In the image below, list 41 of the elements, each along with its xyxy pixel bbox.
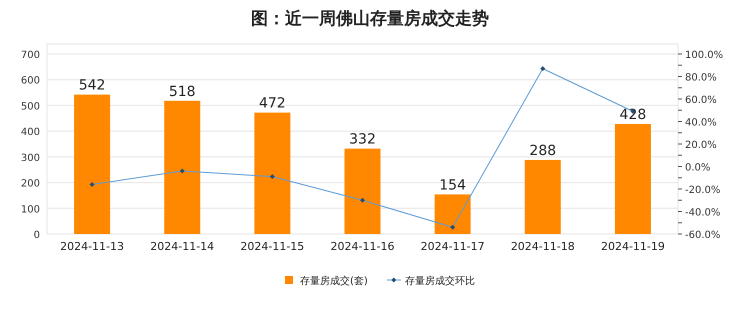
data-label: 428 bbox=[620, 106, 646, 123]
bar bbox=[434, 194, 471, 234]
y-tick-label: 700 bbox=[20, 50, 40, 61]
bar bbox=[614, 124, 651, 234]
y-tick-label: 600 bbox=[20, 76, 40, 87]
bar bbox=[164, 100, 200, 234]
y2-tick-label: 60.0% bbox=[685, 95, 717, 106]
legend-label: 存量房成交(套) bbox=[300, 275, 368, 287]
y-tick-label: 300 bbox=[20, 152, 40, 164]
y2-tick-label: 40.0% bbox=[685, 118, 717, 128]
data-label: 332 bbox=[349, 132, 376, 148]
y2-tick-label: 0.0% bbox=[685, 162, 710, 174]
y-tick-label: 100 bbox=[20, 204, 40, 216]
data-label: 518 bbox=[168, 84, 196, 100]
x-tick-label: 2024-11-17 bbox=[420, 240, 485, 253]
y-tick-label: 400 bbox=[20, 127, 40, 138]
bar bbox=[74, 94, 110, 234]
data-label: 288 bbox=[529, 142, 556, 159]
y2-tick-label: 100.0% bbox=[685, 50, 724, 61]
bar bbox=[254, 112, 290, 234]
bar bbox=[344, 148, 380, 234]
y-tick-label: 200 bbox=[20, 178, 40, 190]
y2-tick-label: -60.0% bbox=[685, 230, 720, 241]
x-tick-label: 2024-11-18 bbox=[510, 240, 575, 253]
chart-title: 图：近一周佛山存量房成交走势 bbox=[251, 9, 489, 29]
x-tick-label: 2024-11-19 bbox=[600, 240, 665, 253]
x-tick-label: 2024-11-14 bbox=[150, 240, 214, 253]
x-tick-label: 2024-11-13 bbox=[60, 240, 124, 253]
y2-tick-label: -40.0% bbox=[685, 208, 720, 218]
x-tick-label: 2024-11-15 bbox=[240, 240, 304, 253]
y2-tick-label: -20.0% bbox=[685, 185, 720, 196]
bar bbox=[524, 160, 561, 234]
data-label: 542 bbox=[78, 78, 106, 94]
data-label: 154 bbox=[439, 177, 466, 194]
data-label: 472 bbox=[258, 96, 286, 112]
y2-tick-label: 20.0% bbox=[685, 140, 717, 151]
y-tick-label: 0 bbox=[34, 230, 40, 241]
x-tick-label: 2024-11-16 bbox=[330, 240, 394, 253]
legend-label: 存量房成交环比 bbox=[404, 275, 475, 287]
y2-tick-label: 80.0% bbox=[685, 72, 717, 84]
y-tick-label: 500 bbox=[20, 101, 40, 112]
